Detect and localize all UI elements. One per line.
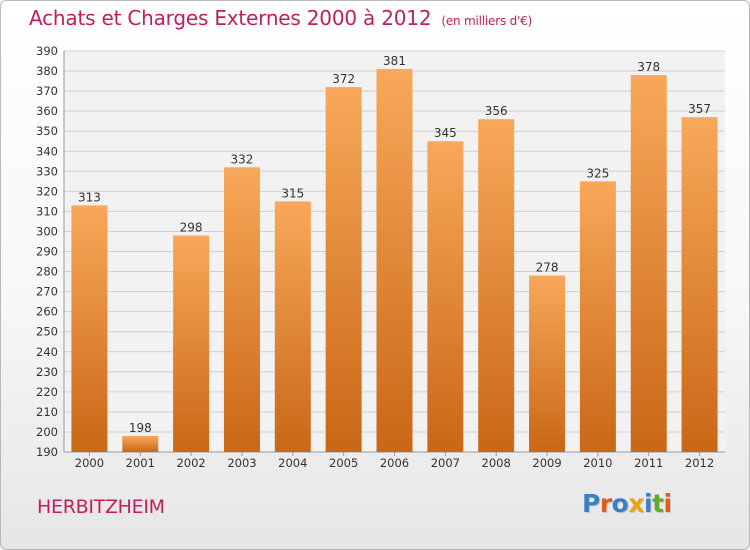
y-tick-label: 260: [36, 305, 58, 319]
x-tick-label: 2005: [329, 456, 358, 470]
y-tick-label: 210: [36, 405, 58, 419]
proxiti-logo: Proxiti: [582, 489, 672, 518]
y-tick-label: 230: [36, 365, 58, 379]
logo-letter: i: [663, 489, 673, 518]
data-label: 298: [180, 220, 203, 234]
logo-letter: o: [611, 489, 629, 518]
y-tick-label: 350: [36, 124, 58, 138]
x-tick-label: 2000: [75, 456, 104, 470]
y-tick-label: 360: [36, 104, 58, 118]
y-tick-label: 270: [36, 285, 58, 299]
logo-letter: P: [582, 489, 600, 518]
chart-title-text: Achats et Charges Externes 2000 à 2012: [29, 6, 432, 30]
bar: [681, 117, 718, 452]
bar: [173, 235, 210, 452]
chart-subtitle: (en milliers d'€): [441, 14, 533, 28]
y-tick-label: 190: [36, 445, 58, 459]
data-label: 372: [332, 72, 355, 86]
data-label: 315: [281, 186, 304, 200]
logo-letter: x: [628, 489, 644, 518]
bar: [579, 181, 616, 452]
x-tick-label: 2002: [176, 456, 205, 470]
x-tick-label: 2003: [227, 456, 256, 470]
bar: [630, 75, 667, 452]
y-tick-label: 390: [36, 44, 58, 58]
y-tick-label: 340: [36, 144, 58, 158]
bar: [427, 141, 464, 452]
chart-title: Achats et Charges Externes 2000 à 2012 (e…: [29, 6, 532, 30]
data-label: 357: [688, 102, 711, 116]
y-tick-label: 280: [36, 265, 58, 279]
data-label: 378: [637, 60, 660, 74]
y-tick-label: 250: [36, 325, 58, 339]
bar: [478, 119, 515, 453]
data-label: 381: [383, 54, 406, 68]
logo-letter: i: [644, 489, 653, 518]
data-label: 313: [78, 190, 101, 204]
data-label: 198: [129, 421, 152, 435]
y-tick-label: 240: [36, 345, 58, 359]
y-tick-label: 200: [36, 425, 58, 439]
x-tick-label: 2012: [685, 456, 714, 470]
data-label: 345: [434, 126, 457, 140]
x-tick-label: 2009: [532, 456, 561, 470]
data-label: 332: [231, 152, 254, 166]
bar: [223, 167, 260, 453]
data-label: 278: [536, 261, 559, 275]
x-tick-label: 2011: [634, 456, 663, 470]
logo-letter: r: [599, 489, 612, 518]
y-tick-label: 380: [36, 64, 58, 78]
logo-letter: t: [652, 489, 664, 518]
x-tick-label: 2001: [126, 456, 155, 470]
y-tick-label: 330: [36, 164, 58, 178]
x-tick-label: 2010: [583, 456, 612, 470]
y-tick-label: 370: [36, 84, 58, 98]
bar: [71, 205, 108, 452]
data-label: 356: [485, 104, 508, 118]
y-tick-label: 290: [36, 245, 58, 259]
bar: [122, 435, 159, 452]
bar: [325, 87, 362, 452]
bar: [376, 69, 413, 453]
bar: [529, 275, 566, 452]
place-name: HERBITZHEIM: [37, 496, 165, 518]
x-tick-label: 2008: [482, 456, 511, 470]
bar: [274, 201, 311, 452]
data-label: 325: [586, 166, 609, 180]
x-tick-label: 2004: [278, 456, 307, 470]
y-tick-label: 220: [36, 385, 58, 399]
y-tick-label: 300: [36, 224, 58, 238]
x-tick-label: 2006: [380, 456, 409, 470]
y-tick-label: 320: [36, 184, 58, 198]
x-tick-label: 2007: [431, 456, 460, 470]
y-tick-label: 310: [36, 204, 58, 218]
